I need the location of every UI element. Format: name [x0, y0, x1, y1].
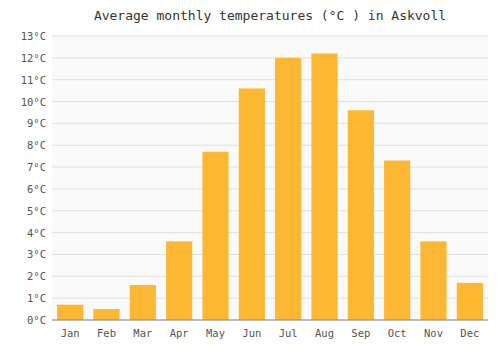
- y-tick-label: 9°C: [27, 117, 46, 129]
- bar: [130, 285, 156, 320]
- grid-line: [52, 123, 488, 124]
- x-tick-label: Jul: [279, 327, 298, 339]
- x-tick-label: Feb: [97, 327, 116, 339]
- x-tick-label: Sep: [351, 327, 370, 339]
- plot-background: [52, 36, 488, 320]
- x-tick-label: Apr: [170, 327, 189, 339]
- grid-line: [52, 167, 488, 168]
- y-tick-label: 11°C: [21, 74, 46, 86]
- y-tick-label: 7°C: [27, 161, 46, 173]
- grid-line: [52, 145, 488, 146]
- chart-title: Average monthly temperatures (°C ) in As…: [94, 8, 446, 23]
- x-tick-label: Jan: [61, 327, 80, 339]
- x-axis-line: [52, 320, 488, 321]
- y-tick-label: 1°C: [27, 292, 46, 304]
- grid-line: [52, 79, 488, 80]
- grid-line: [52, 36, 488, 37]
- y-axis: 0°C 1°C 2°C 3°C 4°C 5°C 6°C 7°C 8°C 9°C 10°C 11°C 12…: [21, 30, 46, 326]
- x-tick-label: Nov: [424, 327, 443, 339]
- grid-line: [52, 232, 488, 233]
- bar: [275, 58, 301, 320]
- bar: [166, 241, 192, 320]
- chart-container: Average monthly temperatures (°C ) in As…: [0, 0, 500, 350]
- y-tick-label: 3°C: [27, 248, 46, 260]
- bar: [384, 161, 410, 320]
- y-tick-label: 6°C: [27, 183, 46, 195]
- bars: [57, 53, 483, 320]
- y-tick-label: 12°C: [21, 52, 46, 64]
- x-tick-label: Oct: [388, 327, 407, 339]
- y-tick-label: 10°C: [21, 96, 46, 108]
- bar: [457, 283, 483, 320]
- y-tick-label: 0°C: [27, 314, 46, 326]
- y-tick-label: 5°C: [27, 205, 46, 217]
- x-tick-label: May: [206, 327, 225, 339]
- chart-svg: Average monthly temperatures (°C ) in As…: [0, 0, 500, 350]
- grid-line: [52, 57, 488, 58]
- bar: [202, 152, 228, 320]
- bar: [57, 305, 83, 320]
- y-tick-label: 4°C: [27, 227, 46, 239]
- y-tick-label: 8°C: [27, 139, 46, 151]
- grid-line: [52, 101, 488, 102]
- y-tick-label: 13°C: [21, 30, 46, 42]
- bar: [93, 309, 119, 320]
- x-axis: Jan Feb Mar Apr May Jun Jul Aug Sep Oct Nov Dec: [52, 320, 488, 339]
- bar: [239, 88, 265, 320]
- grid-line: [52, 210, 488, 211]
- grid-line: [52, 320, 488, 321]
- bar: [348, 110, 374, 320]
- y-tick-label: 2°C: [27, 270, 46, 282]
- x-tick-label: Aug: [315, 327, 334, 339]
- x-tick-label: Mar: [133, 327, 152, 339]
- bar: [311, 53, 337, 320]
- bar: [420, 241, 446, 320]
- x-tick-label: Jun: [242, 327, 261, 339]
- grid-line: [52, 188, 488, 189]
- x-tick-label: Dec: [460, 327, 479, 339]
- grid: [52, 36, 488, 320]
